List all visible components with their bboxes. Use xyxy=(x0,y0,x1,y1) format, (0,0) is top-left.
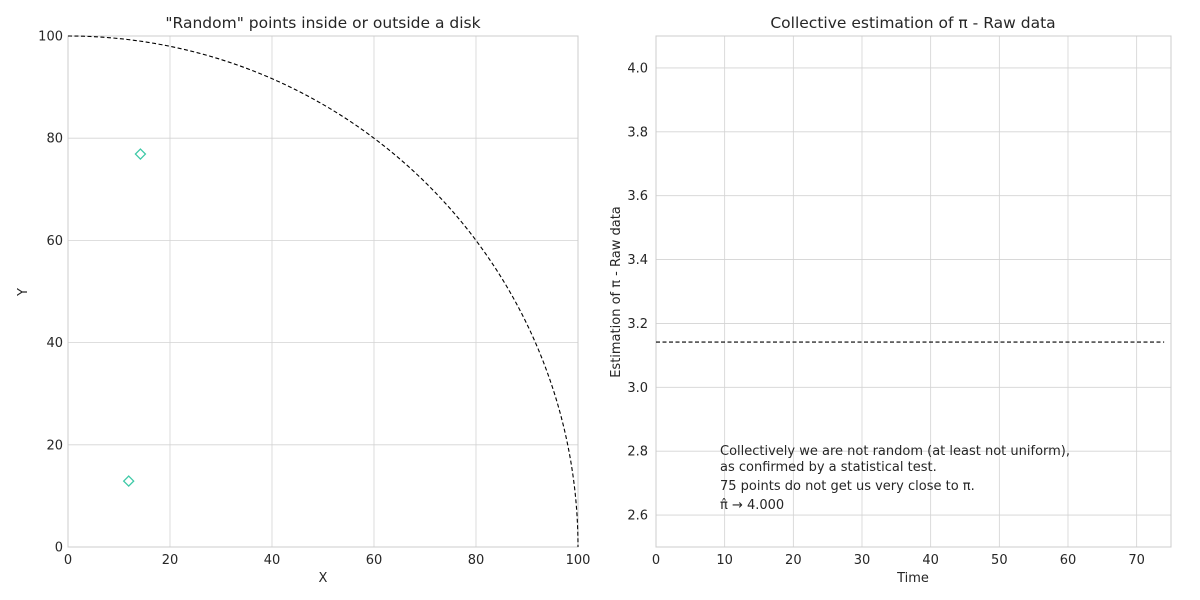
estimate-plot-frame xyxy=(655,35,1172,548)
scatter-x-axis-label: X xyxy=(319,571,328,586)
scatter-y-tick-label: 60 xyxy=(46,234,63,249)
scatter-x-tick-label: 100 xyxy=(566,553,591,568)
estimate-y-tick-label: 3.4 xyxy=(627,253,648,268)
estimate-y-tick-labels: 2.6 2.8 3.0 3.2 3.4 3.6 3.8 4.0 xyxy=(627,61,648,523)
scatter-x-tick-labels: 0 20 40 60 80 100 xyxy=(64,553,591,568)
estimate-title: Collective estimation of π - Raw data xyxy=(770,14,1055,32)
scatter-x-tick-label: 80 xyxy=(468,553,485,568)
scatter-y-tick-label: 0 xyxy=(55,541,63,556)
estimate-y-axis-label: Estimation of π - Raw data xyxy=(609,206,624,378)
scatter-x-tick-label: 60 xyxy=(366,553,383,568)
scatter-point xyxy=(134,148,147,160)
scatter-y-tick-label: 40 xyxy=(46,336,63,351)
estimate-x-tick-label: 10 xyxy=(716,553,733,568)
scatter-x-tick-label: 40 xyxy=(264,553,281,568)
estimate-y-tick-label: 3.6 xyxy=(627,189,648,204)
estimate-panel: 0 10 20 30 40 50 60 70 2.6 2.8 3.0 3.2 3.4 3.6 3.8 4.0… xyxy=(609,14,1172,586)
scatter-plot-frame xyxy=(67,35,579,548)
estimate-y-tick-label: 4.0 xyxy=(627,61,648,76)
scatter-x-tick-label: 0 xyxy=(64,553,72,568)
scatter-y-axis-label: Y xyxy=(16,288,31,297)
unit-circle-arc xyxy=(67,35,579,548)
annotation-line-4: π̂ → 4.000 xyxy=(720,498,784,513)
estimate-y-tick-label: 2.8 xyxy=(627,445,648,460)
scatter-point xyxy=(122,475,135,488)
annotation-text: Collectively we are not random (at least… xyxy=(720,444,1070,513)
estimate-y-tick-label: 3.2 xyxy=(627,317,648,332)
scatter-panel: 0 20 40 60 80 100 0 20 40 60 80 100 "Random" point… xyxy=(16,14,590,586)
estimate-x-tick-label: 0 xyxy=(652,553,660,568)
estimate-x-tick-label: 40 xyxy=(922,553,939,568)
estimate-x-axis-label: Time xyxy=(896,571,929,586)
scatter-y-tick-labels: 0 20 40 60 80 100 xyxy=(38,30,63,556)
scatter-y-tick-label: 20 xyxy=(46,438,63,453)
scatter-grid xyxy=(67,35,579,548)
scatter-points xyxy=(122,148,147,488)
annotation-line-1: Collectively we are not random (at least… xyxy=(720,444,1070,459)
estimate-x-tick-label: 20 xyxy=(785,553,802,568)
estimate-x-tick-labels: 0 10 20 30 40 50 60 70 xyxy=(652,553,1145,568)
estimate-y-tick-label: 3.8 xyxy=(627,125,648,140)
annotation-line-2: as confirmed by a statistical test. xyxy=(720,460,937,475)
scatter-title: "Random" points inside or outside a disk xyxy=(165,14,480,32)
estimate-x-tick-label: 60 xyxy=(1060,553,1077,568)
estimate-x-tick-label: 70 xyxy=(1128,553,1145,568)
estimate-y-tick-label: 2.6 xyxy=(627,509,648,524)
scatter-x-tick-label: 20 xyxy=(162,553,179,568)
scatter-y-tick-label: 80 xyxy=(46,132,63,147)
scatter-y-tick-label: 100 xyxy=(38,30,63,45)
estimate-x-tick-label: 50 xyxy=(991,553,1008,568)
annotation-line-3: 75 points do not get us very close to π. xyxy=(720,479,975,494)
estimate-x-tick-label: 30 xyxy=(854,553,871,568)
estimate-y-tick-label: 3.0 xyxy=(627,381,648,396)
